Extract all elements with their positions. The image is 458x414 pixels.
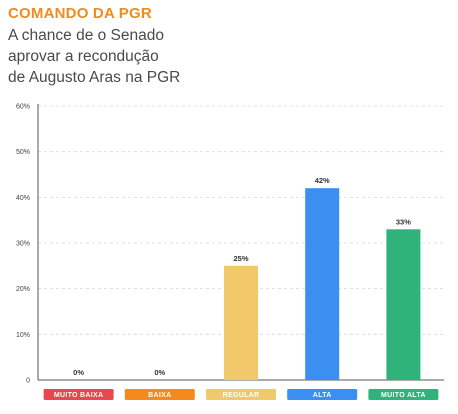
y-tick-label: 50% — [16, 149, 30, 156]
y-tick-label: 0 — [26, 378, 30, 385]
chart-kicker: COMANDO DA PGR — [8, 5, 152, 22]
category-pill — [124, 389, 195, 400]
bar-alta — [305, 188, 340, 380]
bar-regular — [224, 265, 258, 380]
category-pill — [368, 389, 439, 400]
category-label: MUITO BAIXA — [54, 392, 103, 399]
category-label: ALTA — [313, 392, 332, 399]
y-tick-label: 60% — [16, 104, 30, 111]
chart-header: COMANDO DA PGR A chance de o Senado apro… — [8, 4, 448, 88]
grid-lines — [38, 105, 444, 335]
value-label: 42% — [315, 176, 330, 185]
bar-muito-alta — [386, 229, 421, 380]
value-label: 0% — [154, 368, 165, 377]
chart-subtitle: A chance de o Senado aprovar a reconduçã… — [8, 27, 181, 86]
y-tick-label: 20% — [16, 286, 30, 293]
category-label: BAIXA — [148, 392, 171, 399]
category-labels: MUITO BAIXA BAIXA REGULAR ALTA MUITO ALTA — [43, 389, 439, 400]
value-label: 0% — [73, 368, 84, 377]
y-tick-label: 30% — [16, 241, 30, 248]
value-label: 25% — [233, 254, 248, 263]
value-labels: 0% 0% 25% 42% 33% — [73, 176, 411, 377]
category-pill — [287, 389, 358, 400]
category-pill — [206, 389, 276, 400]
value-label: 33% — [396, 217, 411, 226]
y-tick-label: 10% — [16, 332, 30, 339]
category-label: REGULAR — [223, 392, 260, 399]
category-pill — [43, 389, 114, 400]
category-label: MUITO ALTA — [381, 392, 426, 399]
y-tick-label: 40% — [16, 195, 30, 202]
bars — [224, 188, 421, 380]
